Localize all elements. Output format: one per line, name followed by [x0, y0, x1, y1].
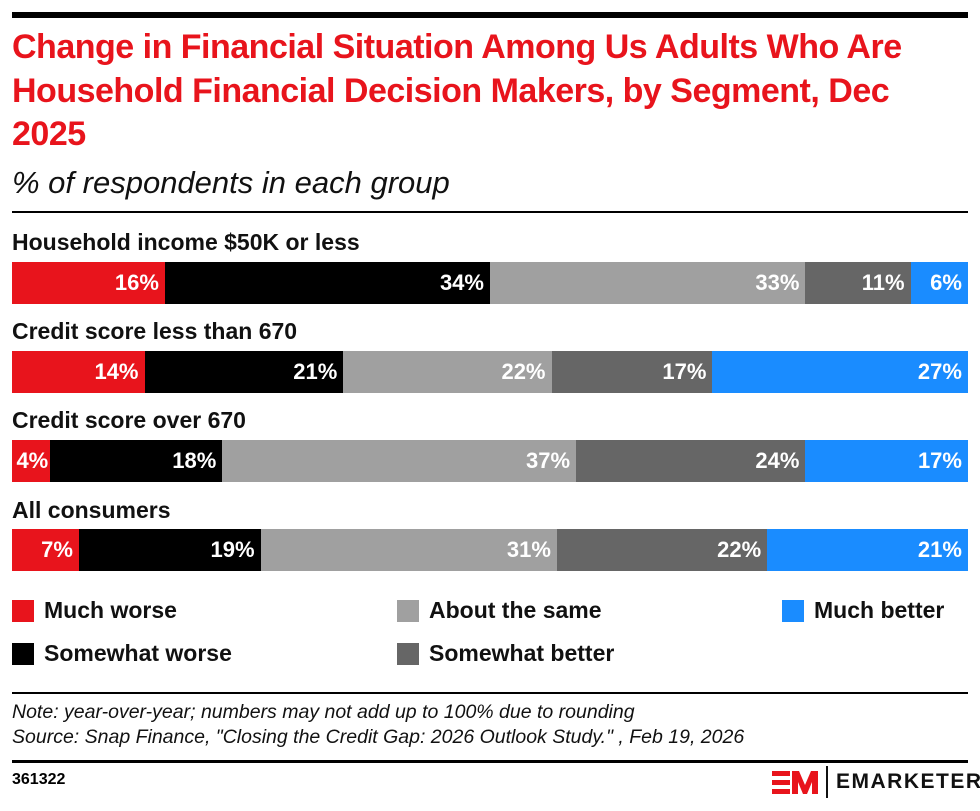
chart-title: Change in Financial Situation Among Us A…: [12, 28, 902, 153]
chart-id: 361322: [12, 771, 66, 788]
header-rule: [12, 211, 968, 213]
legend-label: Somewhat worse: [44, 640, 232, 666]
legend-item: Somewhat better: [397, 640, 614, 667]
stacked-bar: 4% 18% 37% 24% 17%: [12, 440, 968, 482]
legend-label: Much better: [814, 597, 945, 623]
bar-segment-much-better: 27%: [712, 351, 968, 393]
bar-segment-somewhat-worse: 19%: [78, 529, 261, 571]
logo-divider: [826, 766, 828, 798]
legend-label: Much worse: [44, 597, 177, 623]
category-label: Household income $50K or less: [12, 229, 360, 255]
legend-swatch: [397, 599, 419, 622]
legend-swatch: [12, 599, 34, 622]
category-label: Credit score over 670: [12, 407, 246, 433]
legend-item: Much better: [782, 597, 944, 624]
legend-item: Somewhat worse: [12, 640, 232, 667]
bar-segment-about-the-same: 37%: [222, 440, 577, 482]
stacked-bar: 16% 34% 33% 11% 6%: [12, 262, 968, 304]
bar-segment-much-better: 17%: [805, 440, 968, 482]
brand-name: EMARKETER: [836, 770, 980, 793]
legend-item: Much worse: [12, 597, 177, 624]
category-label: Credit score less than 670: [12, 318, 298, 344]
bar-segment-somewhat-worse: 18%: [50, 440, 223, 482]
bar-segment-somewhat-worse: 34%: [164, 262, 490, 304]
stacked-bar: 14% 21% 22% 17% 27%: [12, 351, 968, 393]
footer-rule: [12, 692, 968, 694]
source: Source: Snap Finance, "Closing the Credi…: [12, 726, 745, 748]
bar-segment-much-worse: 4%: [12, 440, 51, 482]
bar-segment-about-the-same: 22%: [343, 351, 552, 393]
note: Note: year-over-year; numbers may not ad…: [12, 701, 635, 723]
bar-segment-about-the-same: 31%: [260, 529, 557, 571]
em-logo-icon: [772, 771, 818, 794]
bottom-rule: [12, 760, 968, 763]
bar-segment-somewhat-worse: 21%: [144, 351, 344, 393]
top-rule: [12, 12, 968, 18]
legend-label: About the same: [429, 597, 602, 623]
legend-swatch: [397, 642, 419, 665]
emarketer-logo: EMARKETER: [772, 766, 980, 798]
legend-swatch: [782, 599, 804, 622]
chart-subtitle: % of respondents in each group: [12, 165, 450, 200]
stacked-bar: 7% 19% 31% 22% 21%: [12, 529, 968, 571]
bar-segment-somewhat-better: 11%: [805, 262, 911, 304]
bar-segment-much-worse: 16%: [12, 262, 165, 304]
bar-segment-somewhat-better: 24%: [576, 440, 806, 482]
bar-segment-much-better: 21%: [767, 529, 968, 571]
category-label: All consumers: [12, 497, 171, 523]
bar-segment-much-worse: 14%: [12, 351, 145, 393]
legend-swatch: [12, 642, 34, 665]
bar-segment-about-the-same: 33%: [489, 262, 806, 304]
bar-segment-somewhat-better: 22%: [556, 529, 768, 571]
bar-segment-somewhat-better: 17%: [551, 351, 713, 393]
legend-label: Somewhat better: [429, 640, 615, 666]
bar-segment-much-better: 6%: [910, 262, 968, 304]
legend-item: About the same: [397, 597, 602, 624]
bar-segment-much-worse: 7%: [12, 529, 79, 571]
